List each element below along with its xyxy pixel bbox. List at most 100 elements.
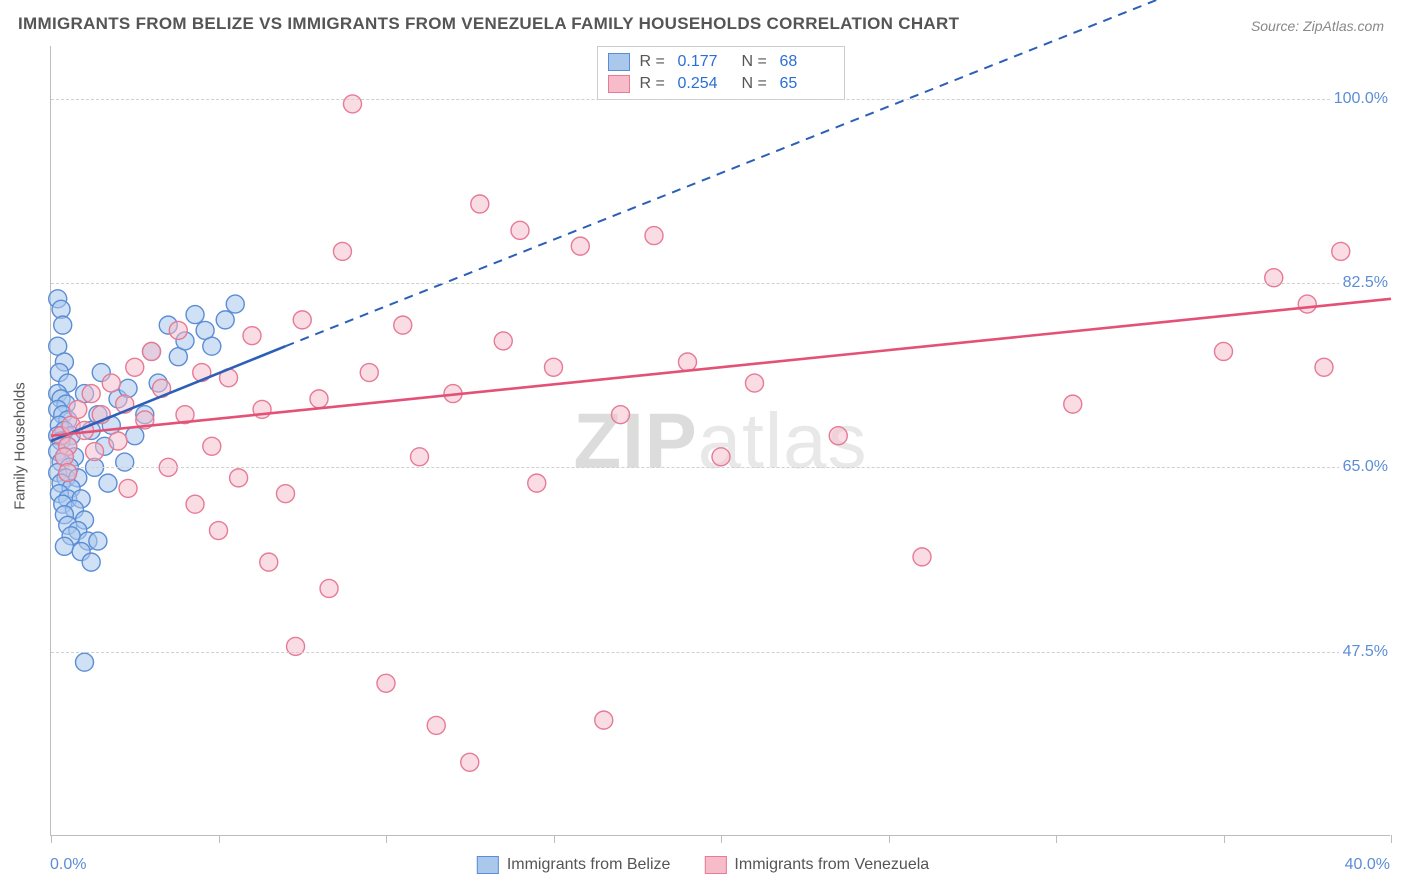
data-point xyxy=(411,448,429,466)
n-value: 68 xyxy=(780,53,834,71)
data-point xyxy=(394,316,412,334)
data-point xyxy=(119,479,137,497)
data-point xyxy=(82,553,100,571)
data-point xyxy=(293,311,311,329)
data-point xyxy=(102,374,120,392)
data-point xyxy=(143,342,161,360)
data-point xyxy=(99,474,117,492)
x-tick xyxy=(219,835,220,843)
chart-title: IMMIGRANTS FROM BELIZE VS IMMIGRANTS FRO… xyxy=(18,14,959,34)
data-point xyxy=(1298,295,1316,313)
gridline xyxy=(51,652,1390,653)
data-point xyxy=(116,453,134,471)
legend-swatch xyxy=(477,856,499,874)
data-point xyxy=(76,653,94,671)
y-tick-label: 82.5% xyxy=(1339,274,1392,292)
x-tick xyxy=(721,835,722,843)
legend-row: R =0.177N =68 xyxy=(608,51,834,73)
legend-item: Immigrants from Belize xyxy=(477,856,671,874)
x-tick xyxy=(51,835,52,843)
trend-line xyxy=(51,299,1391,436)
data-point xyxy=(287,637,305,655)
r-label: R = xyxy=(640,75,668,93)
data-point xyxy=(54,316,72,334)
data-point xyxy=(1332,242,1350,260)
n-value: 65 xyxy=(780,75,834,93)
x-tick xyxy=(386,835,387,843)
legend-swatch xyxy=(704,856,726,874)
legend-label: Immigrants from Belize xyxy=(507,856,671,874)
data-point xyxy=(55,537,73,555)
data-point xyxy=(344,95,362,113)
data-point xyxy=(746,374,764,392)
x-tick xyxy=(1056,835,1057,843)
data-point xyxy=(186,495,204,513)
plot-area: ZIPatlas R =0.177N =68R =0.254N =65 47.5… xyxy=(50,46,1390,836)
y-tick-label: 47.5% xyxy=(1339,643,1392,661)
x-tick xyxy=(1224,835,1225,843)
data-point xyxy=(333,242,351,260)
gridline xyxy=(51,467,1390,468)
data-point xyxy=(69,400,87,418)
data-point xyxy=(427,716,445,734)
data-point xyxy=(1215,342,1233,360)
x-min-label: 0.0% xyxy=(50,856,86,874)
data-point xyxy=(82,385,100,403)
legend-swatch xyxy=(608,53,630,71)
source-label: Source: ZipAtlas.com xyxy=(1251,18,1384,34)
gridline xyxy=(51,99,1390,100)
data-point xyxy=(86,443,104,461)
data-point xyxy=(216,311,234,329)
legend-swatch xyxy=(608,75,630,93)
data-point xyxy=(511,221,529,239)
x-tick xyxy=(554,835,555,843)
data-point xyxy=(494,332,512,350)
data-point xyxy=(645,227,663,245)
data-point xyxy=(203,437,221,455)
x-tick xyxy=(889,835,890,843)
data-point xyxy=(471,195,489,213)
data-point xyxy=(310,390,328,408)
x-tick xyxy=(1391,835,1392,843)
data-point xyxy=(320,579,338,597)
data-point xyxy=(109,432,127,450)
data-point xyxy=(260,553,278,571)
data-point xyxy=(59,464,77,482)
data-point xyxy=(126,358,144,376)
data-point xyxy=(1064,395,1082,413)
data-point xyxy=(186,306,204,324)
data-point xyxy=(243,327,261,345)
n-label: N = xyxy=(742,53,770,71)
r-value: 0.254 xyxy=(678,75,732,93)
y-axis-label: Family Households xyxy=(12,382,29,510)
y-tick-label: 100.0% xyxy=(1330,90,1392,108)
data-point xyxy=(461,753,479,771)
data-point xyxy=(1315,358,1333,376)
r-label: R = xyxy=(640,53,668,71)
legend-series: Immigrants from BelizeImmigrants from Ve… xyxy=(477,856,929,874)
data-point xyxy=(210,522,228,540)
data-point xyxy=(595,711,613,729)
x-max-label: 40.0% xyxy=(1345,856,1390,874)
data-point xyxy=(913,548,931,566)
data-point xyxy=(203,337,221,355)
legend-correlation: R =0.177N =68R =0.254N =65 xyxy=(597,46,845,100)
data-point xyxy=(360,364,378,382)
n-label: N = xyxy=(742,75,770,93)
data-point xyxy=(119,379,137,397)
data-point xyxy=(712,448,730,466)
data-point xyxy=(528,474,546,492)
gridline xyxy=(51,283,1390,284)
data-point xyxy=(679,353,697,371)
data-point xyxy=(89,532,107,550)
data-point xyxy=(55,448,73,466)
data-point xyxy=(829,427,847,445)
data-point xyxy=(545,358,563,376)
data-point xyxy=(126,427,144,445)
data-point xyxy=(230,469,248,487)
data-point xyxy=(169,321,187,339)
legend-row: R = 0.254 N = 65 xyxy=(608,73,834,95)
y-tick-label: 65.0% xyxy=(1339,458,1392,476)
data-point xyxy=(377,674,395,692)
data-point xyxy=(571,237,589,255)
